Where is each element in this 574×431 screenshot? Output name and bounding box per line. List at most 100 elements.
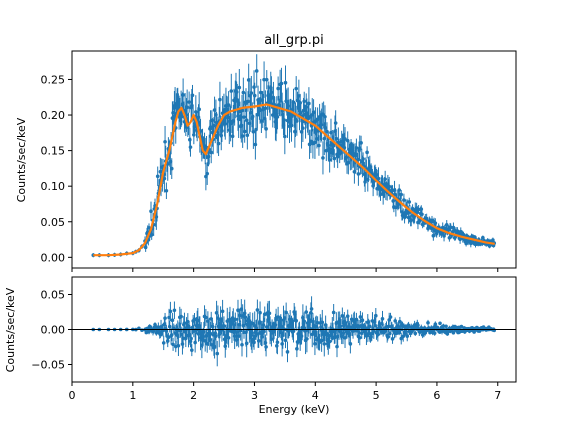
- residual-point: [360, 318, 365, 323]
- residual-point: [398, 319, 402, 324]
- residual-point: [310, 332, 315, 337]
- data-point: [155, 174, 160, 179]
- residual-point: [166, 335, 171, 340]
- residual-point: [405, 334, 410, 338]
- residual-point: [243, 315, 248, 320]
- y-tick-label: 0.10: [41, 180, 66, 193]
- data-point: [295, 119, 299, 123]
- data-point: [264, 77, 269, 82]
- residual-point: [426, 320, 430, 325]
- residual-point: [171, 342, 175, 347]
- data-point: [218, 97, 222, 102]
- data-point: [376, 176, 381, 181]
- residual-point: [226, 335, 231, 340]
- data-point: [402, 215, 407, 219]
- data-point: [365, 150, 369, 155]
- data-point: [149, 209, 153, 214]
- residual-point: [309, 307, 314, 311]
- data-point: [210, 118, 214, 123]
- residual-point: [168, 309, 173, 314]
- residual-point: [380, 316, 385, 321]
- residual-point: [258, 310, 262, 315]
- x-tick-label: 4: [312, 389, 319, 402]
- residual-point: [367, 324, 372, 329]
- data-point: [252, 93, 257, 98]
- data-point: [294, 86, 298, 91]
- residual-point: [302, 319, 307, 324]
- residual-point: [233, 317, 238, 322]
- residual-point: [264, 345, 268, 349]
- data-point: [226, 103, 231, 107]
- residual-point: [444, 324, 448, 329]
- residual-point: [369, 335, 373, 339]
- residual-point: [182, 321, 187, 325]
- bottom-y-axis: −0.05 0.00 0.05: [31, 289, 72, 372]
- residual-point: [161, 341, 166, 345]
- data-point: [321, 156, 325, 160]
- data-point: [307, 101, 311, 106]
- residual-point: [261, 323, 266, 327]
- data-point: [322, 136, 327, 141]
- data-point: [223, 121, 228, 126]
- data-point: [391, 199, 396, 203]
- data-point: [420, 212, 424, 217]
- residual-point: [226, 329, 230, 334]
- top-y-axis: 0.00 0.05 0.10 0.15 0.20 0.25: [41, 73, 499, 272]
- data-point: [293, 129, 297, 134]
- data-point: [327, 158, 332, 162]
- data-point: [424, 216, 429, 221]
- residual-point: [454, 325, 458, 330]
- data-point: [196, 115, 201, 119]
- data-point: [216, 141, 221, 146]
- data-point: [149, 232, 154, 237]
- residual-point: [275, 340, 280, 345]
- residual-point: [169, 333, 174, 337]
- data-point: [220, 129, 224, 133]
- residual-point: [313, 342, 317, 346]
- data-point: [234, 90, 239, 94]
- x-tick-label: 1: [129, 389, 136, 402]
- data-point: [402, 198, 406, 202]
- residual-point: [365, 320, 370, 325]
- y-tick-label: 0.25: [41, 73, 66, 86]
- data-point: [344, 155, 349, 160]
- bottom-panel: −0.05 0.00 0.05 0 1 2 3 4 5 6 7 Counts/sec/keV En…: [4, 276, 517, 416]
- residual-point: [386, 335, 390, 339]
- data-point: [276, 86, 280, 91]
- data-point: [283, 80, 288, 85]
- residual-point: [433, 322, 438, 327]
- residual-point: [322, 342, 327, 346]
- residual-point: [284, 310, 288, 315]
- y-tick-label: 0.05: [41, 289, 66, 302]
- x-tick-label: 0: [69, 389, 76, 402]
- residual-point: [208, 337, 212, 342]
- data-point: [315, 117, 320, 122]
- data-point: [311, 110, 316, 115]
- bottom-y-axis-label: Counts/sec/keV: [4, 287, 17, 372]
- data-point: [416, 207, 421, 212]
- data-point: [163, 139, 167, 144]
- data-point: [143, 245, 148, 250]
- data-point: [164, 188, 169, 193]
- x-tick-label: 3: [251, 389, 258, 402]
- residual-point: [250, 321, 255, 326]
- data-point: [262, 77, 266, 82]
- data-point: [289, 123, 294, 128]
- data-point: [383, 177, 387, 181]
- residual-point: [236, 308, 240, 312]
- residual-point: [380, 321, 384, 326]
- residual-point: [187, 325, 191, 330]
- data-point: [229, 89, 234, 93]
- y-tick-label: 0.20: [41, 109, 66, 122]
- data-point: [194, 110, 198, 114]
- residual-point: [220, 309, 225, 314]
- residual-point: [357, 335, 362, 340]
- data-point: [162, 176, 167, 181]
- residual-point: [283, 338, 288, 343]
- data-point: [192, 133, 196, 137]
- residual-point: [252, 340, 256, 345]
- data-point: [242, 115, 246, 119]
- data-point: [188, 145, 193, 149]
- data-point: [254, 69, 259, 73]
- data-point: [275, 115, 280, 119]
